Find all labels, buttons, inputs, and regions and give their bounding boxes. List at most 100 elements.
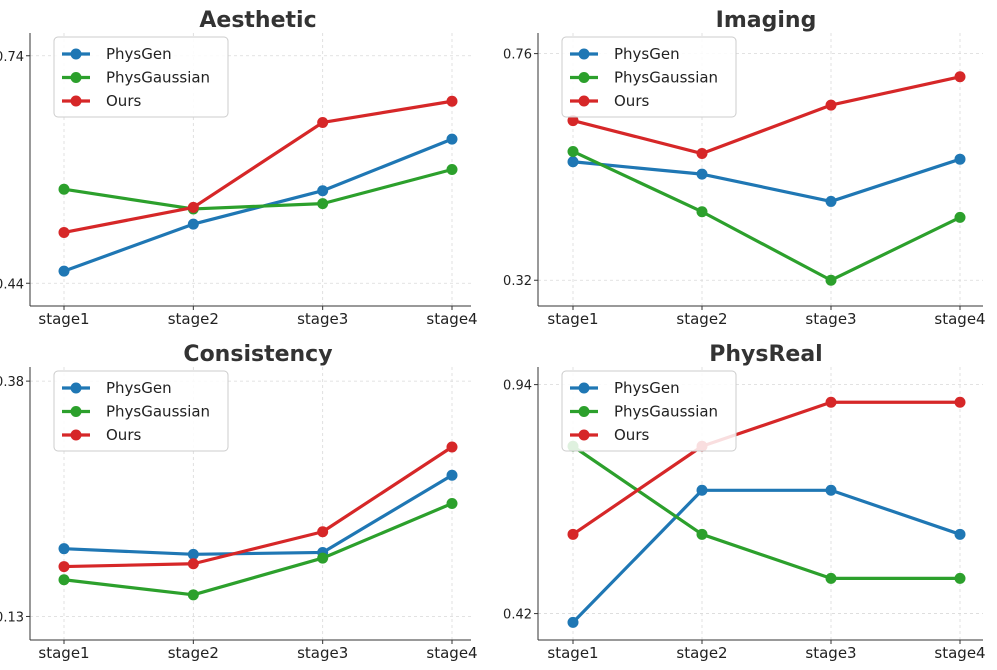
data-point-ours xyxy=(825,99,837,111)
x-tick-label: stage4 xyxy=(426,310,477,328)
legend-label: Ours xyxy=(106,92,141,110)
data-point-physgaussian xyxy=(954,572,966,584)
x-tick-label: stage4 xyxy=(934,644,985,662)
x-tick-label: stage1 xyxy=(38,644,89,662)
legend-label: PhysGaussian xyxy=(614,69,718,87)
data-point-physgaussian xyxy=(317,552,329,564)
series-line-physgen xyxy=(571,488,962,624)
series-line-ours xyxy=(62,99,454,235)
legend-swatch-marker xyxy=(70,95,82,107)
legend-swatch-marker xyxy=(578,406,590,417)
x-tick-label: stage2 xyxy=(676,310,727,328)
legend-swatch-marker xyxy=(70,406,82,417)
data-point-ours xyxy=(317,116,329,128)
data-point-ours xyxy=(567,115,579,127)
legend-swatch-marker xyxy=(578,48,590,60)
legend: PhysGen PhysGaussian Ours xyxy=(561,370,737,452)
data-point-physgaussian xyxy=(696,528,708,540)
series-line-ours xyxy=(62,445,454,569)
series-line-physgen xyxy=(571,157,962,204)
data-point-physgen xyxy=(954,528,966,540)
x-tick-label: stage1 xyxy=(547,644,598,662)
chart-title: Imaging xyxy=(716,8,817,33)
data-point-physgen xyxy=(567,616,579,628)
legend-label: PhysGen xyxy=(106,379,172,397)
legend-box xyxy=(53,370,229,452)
data-point-ours xyxy=(825,396,837,408)
y-tick-label: 0.32 xyxy=(503,274,532,289)
legend-swatch-marker xyxy=(70,48,82,60)
legend-swatch-marker xyxy=(70,72,82,83)
legend-label: PhysGaussian xyxy=(614,403,718,421)
chart-panel-aesthetic: stage1 stage2 stage3 stage4 0.44 0.74 Aestheti… xyxy=(0,8,478,328)
chart-title: Aesthetic xyxy=(199,8,316,33)
legend-label: Ours xyxy=(106,426,141,444)
data-point-physgen xyxy=(954,153,966,165)
x-tick-label: stage2 xyxy=(168,310,219,328)
y-tick-label: 0.38 xyxy=(0,375,24,390)
data-point-physgaussian xyxy=(187,589,199,601)
data-point-physgen xyxy=(58,265,70,277)
series-line-physgaussian xyxy=(571,444,962,580)
legend-label: PhysGen xyxy=(614,45,680,63)
x-tick-label: stage2 xyxy=(168,644,219,662)
y-tick-label: 0.13 xyxy=(0,610,24,625)
legend-swatch-marker xyxy=(578,429,590,441)
data-point-ours xyxy=(954,396,966,408)
x-tick-label: stage3 xyxy=(805,310,856,328)
series-line-physgaussian xyxy=(62,167,454,211)
data-point-ours xyxy=(954,71,966,83)
y-tick-label: 0.76 xyxy=(503,48,532,63)
data-point-physgen xyxy=(825,484,837,496)
legend-swatch-marker xyxy=(70,382,82,394)
x-tick-label: stage1 xyxy=(38,310,89,328)
legend-box xyxy=(561,36,737,118)
series-line-physgaussian xyxy=(571,149,962,282)
data-point-ours xyxy=(446,441,458,453)
series-line-physgen xyxy=(62,473,454,556)
x-tick-label: stage3 xyxy=(297,310,348,328)
legend-swatch-marker xyxy=(578,72,590,83)
legend: PhysGen PhysGaussian Ours xyxy=(561,36,737,118)
data-point-ours xyxy=(58,561,70,573)
legend-label: PhysGen xyxy=(614,379,680,397)
y-tick-label: 0.94 xyxy=(503,379,532,394)
y-tick-label: 0.42 xyxy=(503,608,532,623)
data-point-physgen xyxy=(696,168,708,180)
data-point-ours xyxy=(187,201,199,213)
x-tick-label: stage1 xyxy=(547,310,598,328)
data-point-physgaussian xyxy=(317,198,329,210)
series-line-physgaussian xyxy=(62,501,454,597)
y-tick-label: 0.74 xyxy=(0,50,24,65)
data-point-physgen xyxy=(187,218,199,230)
series-line-ours xyxy=(571,400,962,536)
data-point-physgaussian xyxy=(446,498,458,509)
x-tick-label: stage3 xyxy=(297,644,348,662)
chart-title: Consistency xyxy=(183,342,332,367)
legend: PhysGen PhysGaussian Ours xyxy=(53,370,229,452)
data-point-physgaussian xyxy=(954,211,966,223)
data-point-physgen xyxy=(567,156,579,168)
legend: PhysGen PhysGaussian Ours xyxy=(53,36,229,118)
chart-title: PhysReal xyxy=(709,342,822,367)
x-tick-label: stage3 xyxy=(805,644,856,662)
data-point-ours xyxy=(317,526,329,538)
data-point-ours xyxy=(567,528,579,540)
data-point-physgen xyxy=(825,195,837,207)
legend-label: PhysGaussian xyxy=(106,69,210,87)
x-tick-label: stage4 xyxy=(934,310,985,328)
data-point-physgen xyxy=(696,484,708,496)
data-point-ours xyxy=(187,558,199,570)
series-line-ours xyxy=(571,75,962,156)
legend-label: Ours xyxy=(614,92,649,110)
chart-panel-physreal: stage1 stage2 stage3 stage4 0.42 0.94 PhysReal… xyxy=(503,342,986,662)
data-point-physgaussian xyxy=(567,145,579,157)
data-point-physgen xyxy=(317,185,329,197)
data-point-ours xyxy=(696,148,708,160)
legend-box xyxy=(53,36,229,118)
data-point-physgaussian xyxy=(58,183,70,195)
chart-panel-imaging: stage1 stage2 stage3 stage4 0.32 0.76 Imaging P… xyxy=(503,8,986,328)
legend-label: PhysGen xyxy=(106,45,172,63)
data-point-physgen xyxy=(446,133,458,145)
